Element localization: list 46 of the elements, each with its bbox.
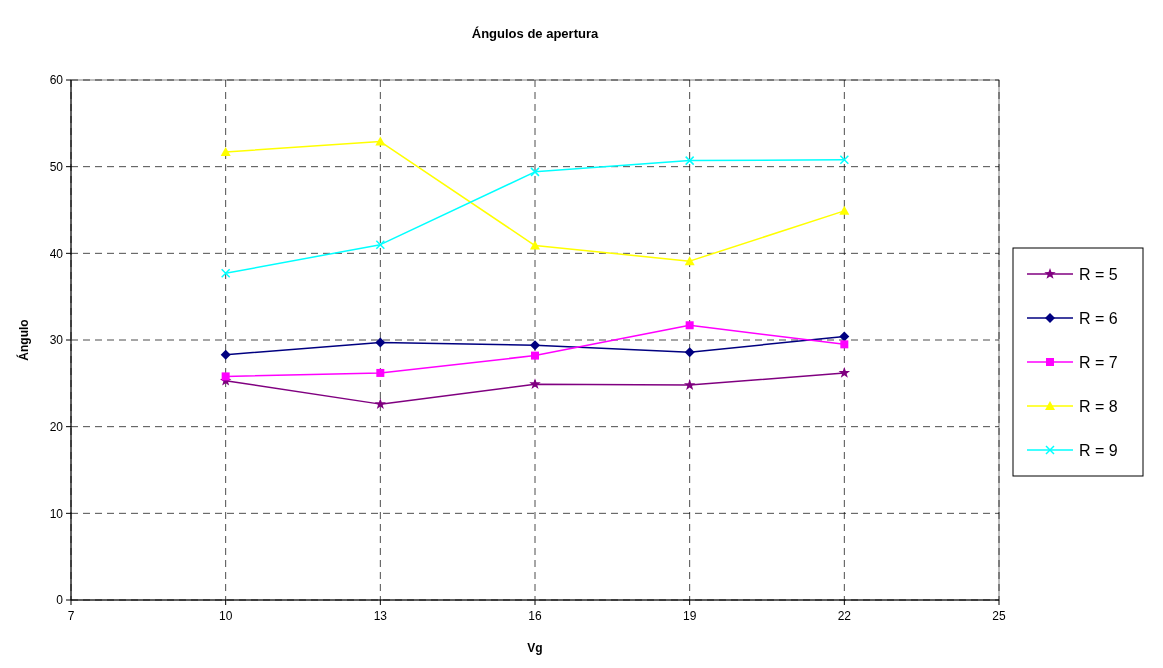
point bbox=[683, 379, 696, 390]
point bbox=[684, 155, 695, 166]
point bbox=[375, 337, 386, 348]
x-tick-label: 25 bbox=[992, 609, 1006, 623]
legend-label: R = 8 bbox=[1079, 397, 1118, 415]
y-tick-label: 30 bbox=[49, 333, 64, 348]
legend-label: R = 5 bbox=[1079, 265, 1118, 283]
point bbox=[530, 340, 540, 351]
point bbox=[531, 351, 539, 360]
y-axis-title: Ángulo bbox=[16, 319, 31, 361]
x-tick-label: 22 bbox=[837, 609, 852, 623]
point bbox=[840, 340, 849, 349]
legend-label: R = 9 bbox=[1079, 441, 1118, 459]
y-tick-label: 0 bbox=[56, 593, 64, 608]
point bbox=[530, 167, 540, 177]
point bbox=[685, 321, 694, 330]
y-tick-label: 40 bbox=[49, 246, 64, 261]
point bbox=[530, 240, 540, 250]
point bbox=[375, 136, 386, 146]
point bbox=[376, 368, 385, 377]
point bbox=[220, 349, 231, 360]
x-tick-label: 10 bbox=[218, 609, 233, 623]
point bbox=[220, 146, 231, 156]
legend-label: R = 6 bbox=[1079, 309, 1118, 327]
point bbox=[374, 398, 387, 409]
point bbox=[684, 347, 695, 358]
point bbox=[684, 256, 695, 266]
point bbox=[221, 372, 230, 381]
x-tick-label: 16 bbox=[528, 609, 542, 623]
x-tick-label: 19 bbox=[682, 609, 697, 623]
point bbox=[839, 205, 850, 215]
point bbox=[375, 239, 386, 250]
y-tick-label: 50 bbox=[49, 159, 64, 174]
point bbox=[839, 331, 850, 342]
point bbox=[529, 378, 541, 390]
x-tick-label: 7 bbox=[67, 609, 75, 623]
x-axis-title: Vg bbox=[527, 641, 543, 655]
x-tick-label: 13 bbox=[373, 609, 388, 623]
y-tick-label: 10 bbox=[49, 506, 64, 521]
legend-label: R = 7 bbox=[1079, 353, 1118, 371]
point bbox=[839, 154, 850, 165]
point bbox=[838, 366, 851, 378]
y-tick-label: 20 bbox=[49, 419, 64, 434]
chart-title: Ángulos de apertura bbox=[471, 26, 599, 41]
point bbox=[220, 268, 231, 279]
y-tick-label: 60 bbox=[49, 73, 64, 88]
